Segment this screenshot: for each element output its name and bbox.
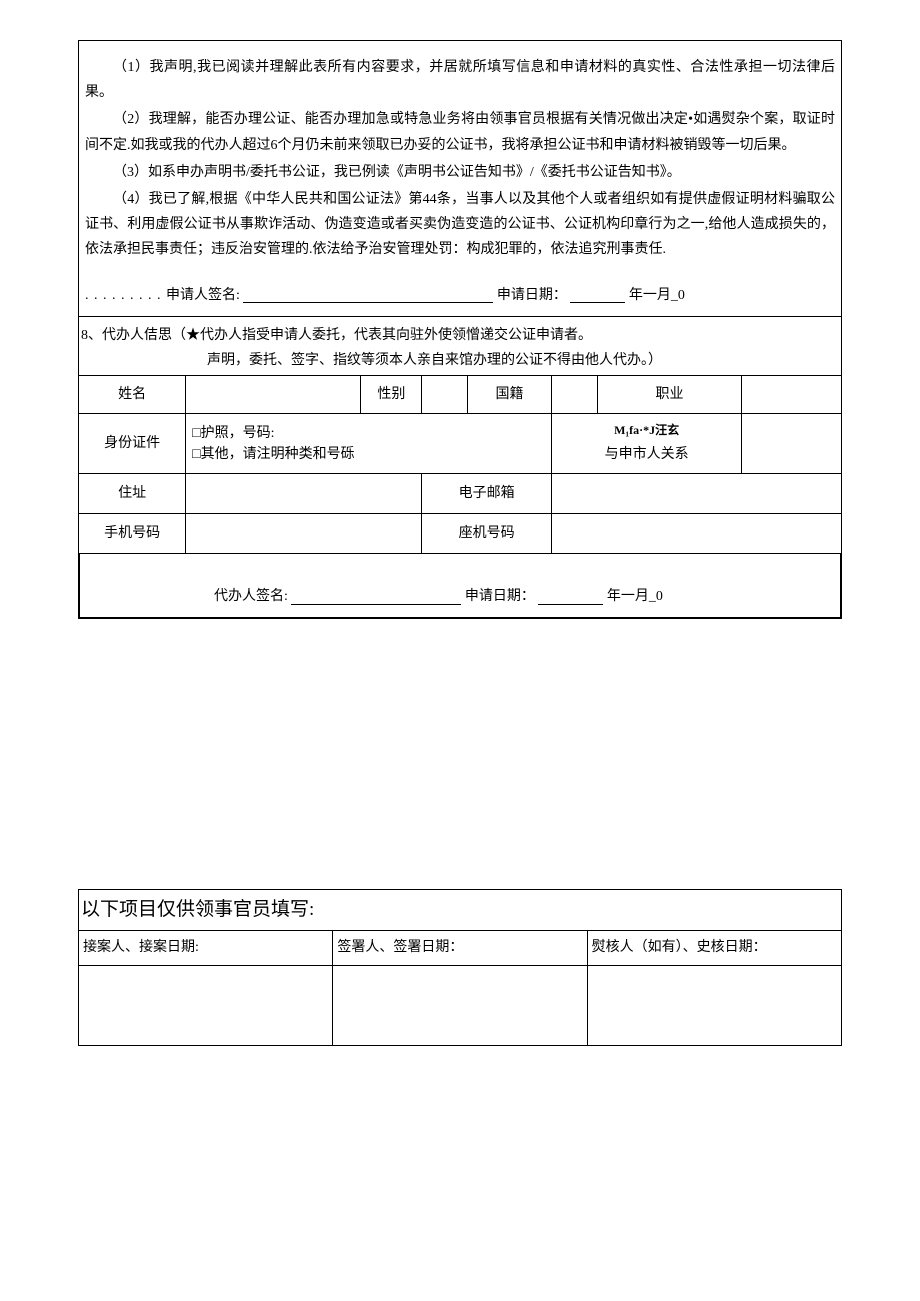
officer-title: 以下项目仅供领事官员填写: [78,889,842,930]
declarations: （1）我声明,我已阅读并理解此表所有内容要求，并居就所填写信息和申请材料的真实性… [79,41,841,283]
label-email: 电子邮箱 [422,474,552,514]
applicant-year-blank[interactable] [570,288,625,303]
field-mobile[interactable] [186,514,422,554]
agent-signature-block: 代办人签名: 申请日期： 年一月_0 [79,554,841,618]
label-gender: 性别 [361,376,422,414]
applicant-date-suffix: 年一月_0 [629,288,685,303]
sig-dots: . . . . . . . . . [85,288,166,303]
label-id-doc: 身份证件 [79,414,186,474]
declaration-2: （2）我理解，能否办理公证、能否办理加急或特急业务将由领事官员根据有关情况做出决… [85,107,835,157]
officer-col3-field[interactable] [587,965,841,1045]
agent-sig-blank[interactable] [291,589,461,604]
section8-header: 8、代办人佶思（★代办人指受申请人委托，代表其向驻外使领憎递交公证申请者。 声明… [79,316,841,375]
checkbox-passport[interactable]: □护照，号码: [192,423,547,444]
agent-sig-label: 代办人签名: [214,589,288,604]
label-address: 住址 [79,474,186,514]
agent-date-label: 申请日期： [465,589,535,604]
officer-col1-field[interactable] [79,965,333,1045]
field-name[interactable] [186,376,361,414]
agent-info-table: 姓名 性别 国籍 职业 身份证件 □护照，号码: □其他，请注明种类和号砾 M₁… [79,375,841,554]
field-email[interactable] [551,474,841,514]
declaration-1: （1）我声明,我已阅读并理解此表所有内容要求，并居就所填写信息和申请材料的真实性… [85,55,835,105]
applicant-sig-label: 申请人签名: [166,288,240,303]
officer-section: 以下项目仅供领事官员填写: 接案人、接案日期: 签署人、签署日期： 熨核人（如有… [78,889,842,1045]
label-mobile: 手机号码 [79,514,186,554]
officer-col1-label: 接案人、接案日期: [79,931,333,965]
field-nationality[interactable] [551,376,597,414]
officer-col2-field[interactable] [333,965,587,1045]
agent-year-blank[interactable] [538,589,603,604]
field-landline[interactable] [551,514,841,554]
label-landline: 座机号码 [422,514,552,554]
field-address[interactable] [186,474,422,514]
label-occupation: 职业 [597,376,742,414]
checkbox-other[interactable]: □其他，请注明种类和号砾 [192,444,547,465]
applicant-signature-line: . . . . . . . . . 申请人签名: 申请日期： 年一月_0 [79,283,841,316]
field-id-doc[interactable]: □护照，号码: □其他，请注明种类和号砾 [186,414,552,474]
field-occupation[interactable] [742,376,841,414]
label-phone: M₁fa·*J汪玄 [556,420,737,442]
section8-title-line2: 声明，委托、签字、指纹等须本人亲自来馆办理的公证不得由他人代办。） [81,348,841,373]
declaration-box: （1）我声明,我已阅读并理解此表所有内容要求，并居就所填写信息和申请材料的真实性… [78,40,842,619]
section8-title-line1: 8、代办人佶思（★代办人指受申请人委托，代表其向驻外使领憎递交公证申请者。 [81,323,841,348]
applicant-date-label: 申请日期： [497,288,567,303]
declaration-4: （4）我已了解,根据《中华人民共和国公证法》第44条，当事人以及其他个人或者组织… [85,187,835,263]
officer-col3-label: 熨核人（如有）、史核日期： [587,931,841,965]
label-nationality: 国籍 [468,376,552,414]
label-name: 姓名 [79,376,186,414]
officer-col2-label: 签署人、签署日期： [333,931,587,965]
declaration-3: （3）如系申办声明书/委托书公证，我已例读《声明书公证告知书》/《委托书公证告知… [85,160,835,185]
label-phone-relation: M₁fa·*J汪玄 与申市人关系 [551,414,741,474]
field-gender[interactable] [422,376,468,414]
label-relation: 与申市人关系 [556,442,737,467]
agent-date-suffix: 年一月_0 [607,589,663,604]
field-relation[interactable] [742,414,841,474]
officer-table: 接案人、接案日期: 签署人、签署日期： 熨核人（如有）、史核日期： [78,930,842,1045]
applicant-sig-blank[interactable] [243,288,493,303]
